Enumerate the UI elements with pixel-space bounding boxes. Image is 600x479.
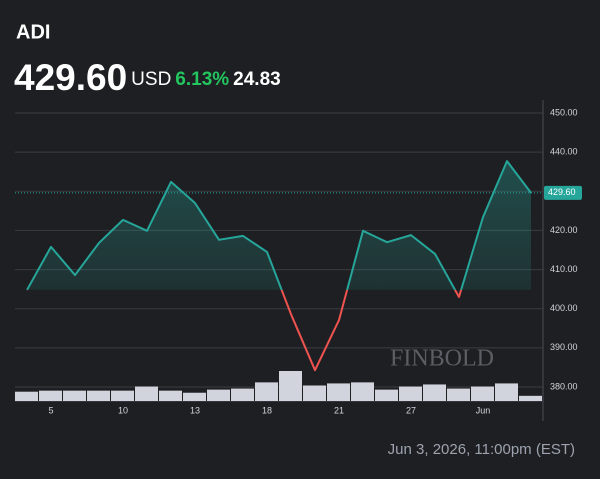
volume-bar [519,395,542,401]
volume-bar [15,391,38,401]
x-tick-label: 10 [118,405,128,415]
volume-bar [399,386,422,401]
volume-bar [471,386,494,401]
volume-bar [87,390,110,401]
y-tick-label: 450.00 [550,107,578,117]
quote-line: 429.60 USD 6.13% 24.83 [14,57,281,98]
x-tick-label: 21 [334,405,344,415]
volume-bar [135,386,158,401]
volume-bar [183,392,206,401]
last-price-label: 429.60 [548,187,576,197]
price-line [26,160,532,290]
x-tick-label: Jun [476,405,491,415]
x-tick-label: 18 [262,405,272,415]
volume-bar [159,390,182,401]
area [27,161,531,290]
y-tick-label: 390.00 [550,342,578,352]
y-tick-label: 440.00 [550,147,578,157]
ticker: ADI [16,21,50,43]
volume-bar [207,389,230,401]
volume-bar [447,388,470,401]
volume-bar [351,382,374,401]
volume-bar [231,388,254,401]
x-tick-label: 13 [190,405,200,415]
volume-bar [423,384,446,401]
volume-bar [495,383,518,401]
volume-bar [255,382,278,401]
price: 429.60 [14,57,127,98]
y-tick-label: 420.00 [550,225,578,235]
y-tick-label: 400.00 [550,303,578,313]
last-price-badge [544,185,582,200]
currency: USD [131,69,171,90]
volume-bar [327,383,350,401]
change: 24.83 [233,69,281,90]
change-percent: 6.13% [175,69,229,90]
y-tick-label: 410.00 [550,264,578,274]
y-tick-label: 380.00 [550,381,578,391]
watermark: FINBOLD [390,346,494,372]
volume-bar [375,389,398,401]
volume-bar [111,390,134,401]
timestamp: Jun 3, 2026, 11:00pm (EST) [388,441,575,458]
x-tick-label: 27 [406,405,416,415]
volume-bar [39,390,62,401]
volume-bar [63,390,86,401]
x-tick-label: 5 [48,405,53,415]
volume-bar [303,385,326,401]
volume-bar [279,371,302,401]
